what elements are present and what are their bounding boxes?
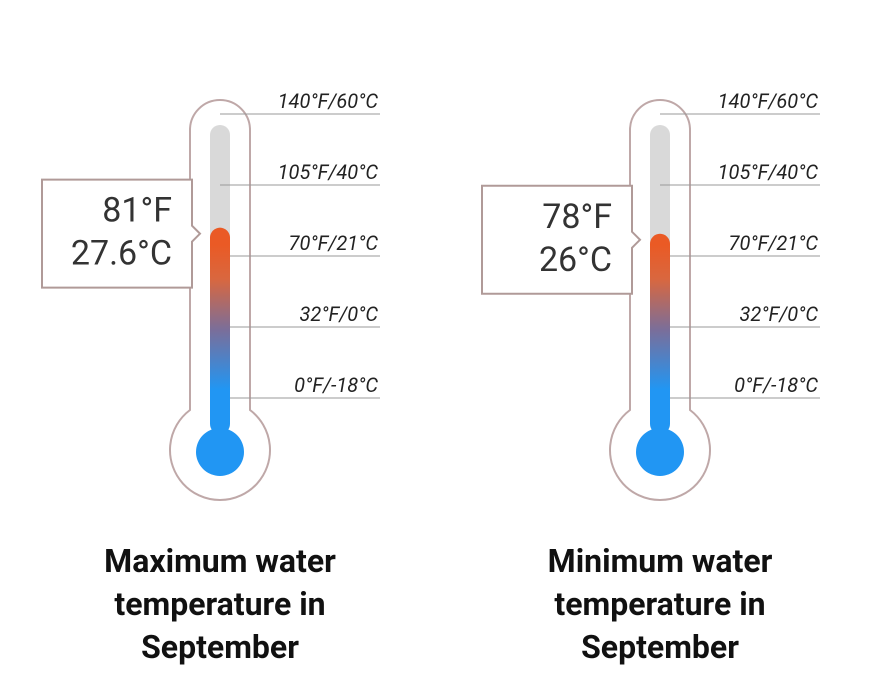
tick-label: 70°F/21°C (289, 231, 379, 255)
callout (41, 178, 202, 289)
value-label: 78°F (542, 197, 612, 237)
tick-label: 70°F/21°C (729, 231, 819, 255)
title: Minimum water temperature in September (547, 542, 773, 666)
fill-level (210, 227, 230, 434)
bulb (636, 428, 684, 476)
tick-label: 32°F/0°C (739, 302, 818, 326)
tick-label: 105°F/40°C (718, 160, 819, 184)
tick-label: 0°F/-18°C (294, 373, 378, 397)
value-label: 27.6°C (71, 234, 172, 274)
tick-label: 0°F/-18°C (734, 373, 818, 397)
tick-label: 140°F/60°C (718, 89, 819, 113)
tick-label: 32°F/0°C (299, 302, 378, 326)
tick-label: 105°F/40°C (278, 160, 379, 184)
fill-level (650, 233, 670, 434)
title: Maximum water temperature in September (104, 542, 336, 666)
callout (481, 184, 642, 295)
bulb (196, 428, 244, 476)
value-label: 26°C (539, 240, 612, 280)
tick-label: 140°F/60°C (278, 89, 379, 113)
value-label: 81°F (102, 191, 172, 231)
chart: 140°F/60°C 105°F/40°C 70°F/21°C 32°F/0°C 0°F… (41, 89, 820, 501)
